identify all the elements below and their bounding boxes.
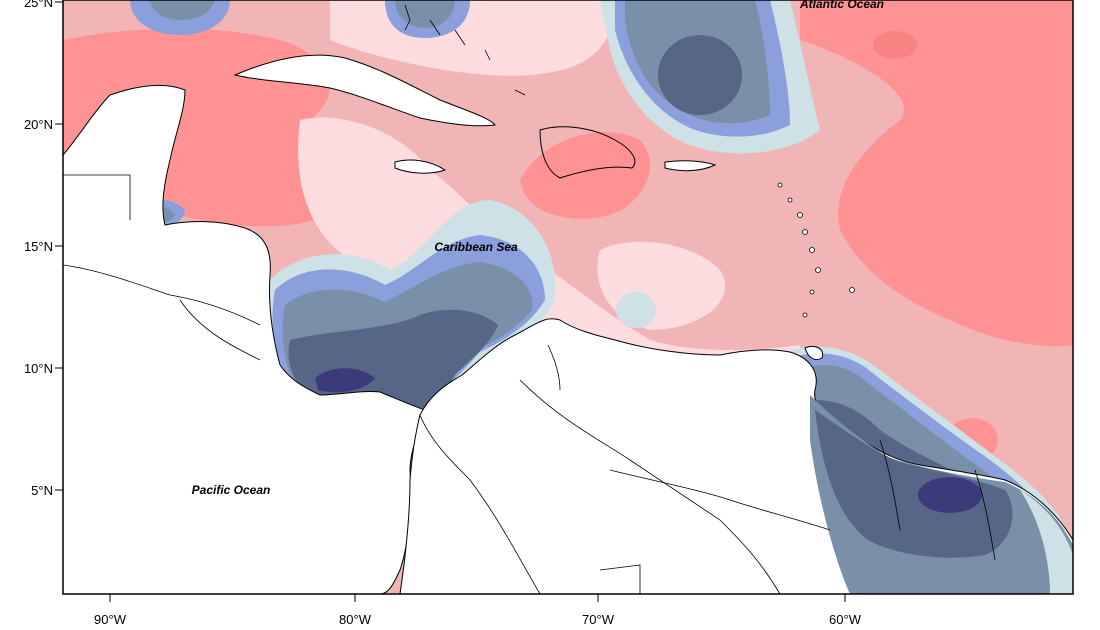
country-borders xyxy=(63,174,996,594)
puerto-rico xyxy=(664,160,717,172)
lat-tick-25: 25°N xyxy=(24,0,53,10)
bahamas-islands xyxy=(404,4,526,96)
lon-tick-70: 70°W xyxy=(582,612,615,627)
cuba xyxy=(233,54,496,127)
lat-tick-10: 10°N xyxy=(24,361,53,376)
guiana-land-field xyxy=(810,395,1073,594)
latitude-axis: 25°N 20°N 15°N 10°N 5°N xyxy=(24,0,63,498)
anomaly-field xyxy=(63,0,1073,594)
guiana-land-weak xyxy=(1020,490,1073,594)
strong-negative-atlantic xyxy=(658,35,742,115)
positive-region-hispaniola xyxy=(520,132,650,219)
lon-tick-90: 90°W xyxy=(94,612,127,627)
longitude-axis: 90°W 80°W 70°W 60°W xyxy=(94,594,862,627)
pacific-ocean-label: Pacific Ocean xyxy=(192,483,271,497)
jamaica xyxy=(394,159,447,174)
weak-positive-caribbean xyxy=(298,117,800,370)
lesser-antilles xyxy=(777,182,855,318)
guiana-land-extreme xyxy=(918,477,982,513)
central-america xyxy=(63,84,426,594)
lat-tick-20: 20°N xyxy=(24,117,53,132)
positive-core-atlantic xyxy=(873,31,917,59)
plot-frame xyxy=(62,0,1074,595)
lon-tick-60: 60°W xyxy=(829,612,862,627)
atlantic-ocean-label: Atlantic Ocean xyxy=(799,0,884,11)
weak-negative-curacao xyxy=(616,292,656,328)
trinidad xyxy=(804,345,824,361)
hispaniola xyxy=(539,126,636,179)
lat-tick-5: 5°N xyxy=(31,483,53,498)
lon-tick-80: 80°W xyxy=(339,612,372,627)
positive-region-atlantic xyxy=(800,0,1073,347)
moderate-negative-bahamas xyxy=(395,0,455,28)
caribbean-sea-label: Caribbean Sea xyxy=(434,240,518,254)
lat-tick-15: 15°N xyxy=(24,239,53,254)
guiana-land-strong xyxy=(815,410,1013,558)
moderate-negative-gulf-north xyxy=(150,0,215,20)
extreme-negative-sw-caribbean xyxy=(315,368,375,393)
